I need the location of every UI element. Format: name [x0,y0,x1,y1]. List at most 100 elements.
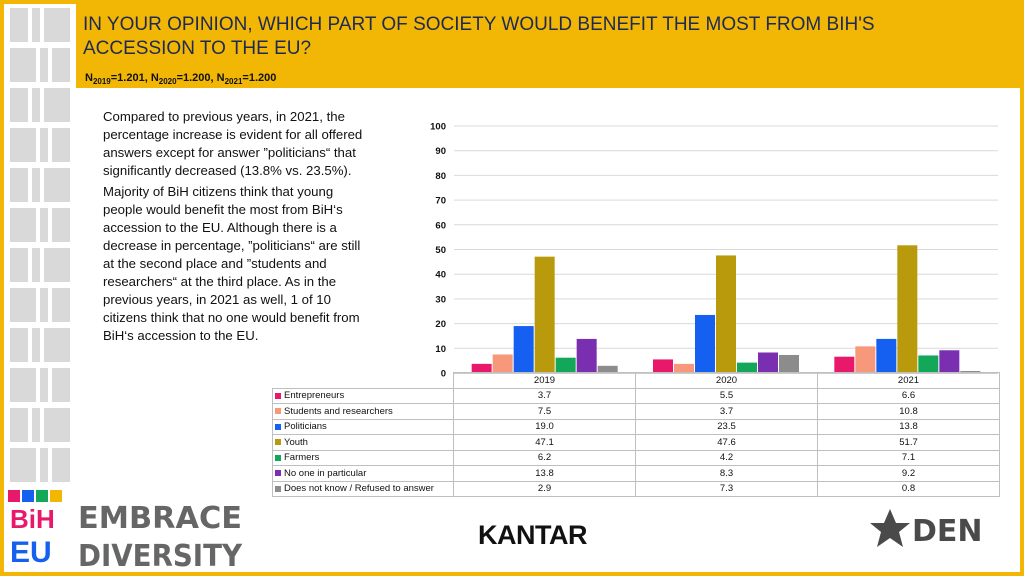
sidebar-pattern-block [10,408,28,442]
sidebar-pattern-block [44,8,70,42]
data-label: 13.8 [817,418,1000,435]
logo-square-yellow [50,490,62,502]
sample-size-note: N2019=1.201, N2020=1.200, N2021=1.200 [85,72,276,86]
commentary-text: Compared to previous years, in 2021, the… [103,108,371,348]
bar [834,356,855,373]
sidebar-pattern-block [10,248,28,282]
data-label: 4.2 [635,449,818,466]
sidebar-pattern-block [44,248,70,282]
bih-mark: BiH [10,504,55,534]
y-tick-label: 70 [435,196,446,207]
bar [555,357,576,373]
commentary-paragraph: Majority of BiH citizens think that youn… [103,184,361,343]
bar [716,255,736,373]
data-label: 10.8 [817,403,1000,420]
legend-swatch [275,485,281,492]
table-corner-cell [273,373,454,389]
series-legend-label: Students and researchers [272,403,454,420]
bar [960,371,981,373]
data-label: 13.8 [453,465,636,482]
series-legend-label: Youth [272,434,454,451]
sidebar-pattern-block [44,328,70,362]
data-label: 2.9 [453,480,636,497]
y-tick-label: 50 [435,245,446,256]
bar [576,338,597,373]
sidebar-pattern-block [10,328,28,362]
bar-chart: 0 10 20 30 40 50 60 70 80 90 100 [412,118,1012,380]
sidebar-pattern-block [32,328,40,362]
sidebar-pattern-block [52,208,70,242]
logo-square-green [36,490,48,502]
data-label: 23.5 [635,418,818,435]
data-label: 6.6 [817,387,1000,404]
sidebar-logo-pattern [4,4,76,486]
sample-year: 2019 [92,77,111,87]
legend-swatch [275,408,281,415]
data-label: 5.5 [635,387,818,404]
bar [674,363,694,373]
bar [897,245,918,373]
legend-swatch [275,439,281,446]
sidebar-pattern-block [40,208,48,242]
y-tick-label: 100 [430,122,446,133]
series-legend-label: Politicians [272,418,454,435]
table-row: Politicians 19.0 23.5 13.8 [272,418,1000,435]
sample-year: 2021 [224,77,243,87]
sidebar-pattern-row [10,448,72,482]
table-row: Does not know / Refused to answer 2.9 7.3 0… [272,480,1000,497]
embrace-diversity-logo: BiH EU EMBRACE DIVERSITY [6,488,246,574]
sample-value: =1.201, [110,72,151,84]
sidebar-pattern-block [40,288,48,322]
sidebar-pattern-row [10,48,72,82]
legend-swatch [275,423,281,430]
series-name: Entrepreneurs [284,390,345,402]
sidebar-pattern-row [10,288,72,322]
series-name: Youth [284,436,308,448]
bar [876,338,897,373]
chart-data-table: 2019 2020 2021 Entrepreneurs 3.7 5.5 6.6 Studen… [272,372,1000,497]
table-row: Students and researchers 7.5 3.7 10.8 [272,403,1000,420]
sidebar-pattern-block [52,448,70,482]
series-name: Politicians [284,421,327,433]
y-tick-label: 20 [435,319,446,330]
y-tick-label: 30 [435,294,446,305]
sidebar-pattern-row [10,368,72,402]
sidebar-pattern-row [10,408,72,442]
diversity-text: DIVERSITY [78,539,243,570]
sample-n-label: N [85,72,93,84]
category-label: 2021 [817,372,1000,389]
sidebar-pattern-block [44,168,70,202]
sidebar-pattern-block [40,48,48,82]
sidebar-pattern-block [52,368,70,402]
series-name: Does not know / Refused to answer [284,483,434,495]
y-tick-label: 60 [435,220,446,231]
sidebar-pattern-row [10,328,72,362]
sidebar-pattern-row [10,8,72,42]
data-label: 6.2 [453,449,636,466]
legend-swatch [275,454,281,461]
kantar-logo: KANTAR [478,520,587,550]
bar [855,346,876,373]
y-tick-label: 10 [435,344,446,355]
table-row: Entrepreneurs 3.7 5.5 6.6 [272,387,1000,404]
den-logo: DEN [868,505,988,553]
bar [939,350,960,373]
data-label: 51.7 [817,434,1000,451]
bar [918,355,939,373]
data-label: 3.7 [635,403,818,420]
table-row: No one in particular 13.8 8.3 9.2 [272,465,1000,482]
sidebar-pattern-block [32,408,40,442]
bar [597,365,618,373]
page-title: IN YOUR OPINION, WHICH PART OF SOCIETY W… [83,14,875,59]
bar [653,359,673,373]
sample-n-label: N [150,72,159,84]
y-tick-label: 40 [435,270,446,281]
sidebar-pattern-block [40,128,48,162]
bar [492,354,513,373]
y-tick-label: 0 [441,369,446,380]
sidebar-pattern-block [10,128,36,162]
data-label: 47.1 [453,434,636,451]
sidebar-pattern-block [52,288,70,322]
sidebar-pattern-block [32,88,40,122]
legend-swatch [275,392,281,399]
